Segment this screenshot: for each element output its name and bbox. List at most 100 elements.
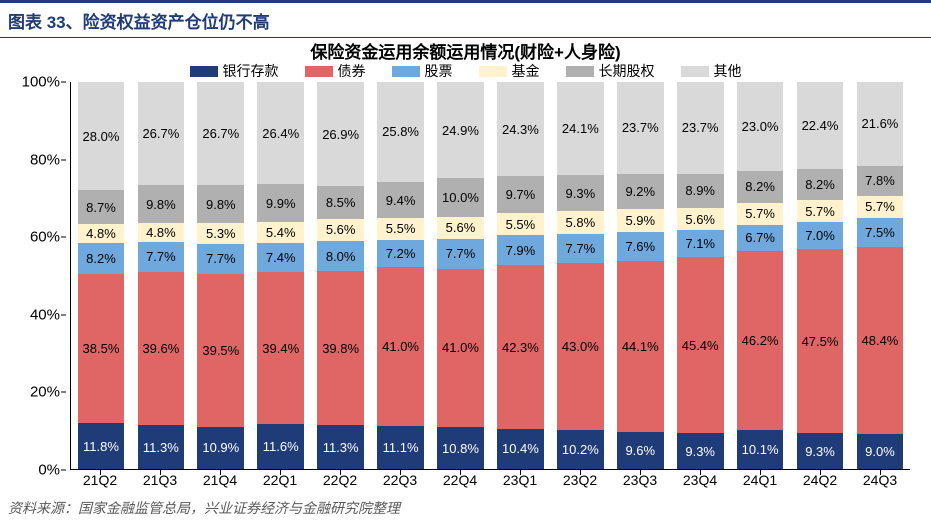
bar-segment: 4.8% (78, 224, 125, 243)
legend-swatch (681, 66, 709, 77)
bar-segment: 43.0% (557, 263, 604, 429)
bar-segment: 9.8% (197, 185, 244, 223)
legend-item: 其他 (681, 61, 742, 81)
bar-segment: 42.3% (497, 265, 544, 429)
x-tick-label: 22Q2 (310, 472, 370, 488)
bar-slot: 9.0%48.4%7.5%5.7%7.8%21.6% (850, 82, 910, 469)
bar-slot: 11.8%38.5%8.2%4.8%8.7%28.0% (71, 82, 131, 469)
bar-segment: 7.4% (257, 243, 304, 272)
bar-segment: 11.6% (257, 424, 304, 469)
bar-segment: 38.5% (78, 274, 125, 423)
stacked-bar: 11.3%39.6%7.7%4.8%9.8%26.7% (138, 82, 185, 469)
bar-segment: 5.5% (497, 213, 544, 234)
x-tick-label: 23Q1 (490, 472, 550, 488)
bar-segment: 26.7% (138, 82, 185, 185)
bar-segment: 41.0% (437, 269, 484, 428)
bar-slot: 9.3%45.4%7.1%5.6%8.9%23.7% (670, 82, 730, 469)
bar-segment: 10.2% (557, 430, 604, 469)
bar-segment: 7.7% (197, 244, 244, 274)
bar-segment: 11.3% (138, 425, 185, 469)
stacked-bar: 11.3%39.8%8.0%5.6%8.5%26.9% (317, 82, 364, 469)
bar-segment: 9.2% (617, 174, 664, 210)
bar-segment: 9.0% (857, 434, 904, 469)
plot-area: 11.8%38.5%8.2%4.8%8.7%28.0%11.3%39.6%7.7… (70, 82, 910, 470)
x-tick-label: 24Q1 (730, 472, 790, 488)
bar-segment: 26.7% (197, 82, 244, 185)
stacked-bar: 9.3%45.4%7.1%5.6%8.9%23.7% (677, 82, 724, 469)
bar-segment: 44.1% (617, 261, 664, 431)
bar-segment: 10.8% (437, 427, 484, 469)
figure-title: 图表 33、险资权益资产仓位仍不高 (8, 8, 270, 33)
legend-label: 基金 (512, 61, 540, 81)
legend-label: 股票 (425, 61, 453, 81)
bar-segment: 5.6% (677, 208, 724, 230)
x-tick-label: 23Q2 (550, 472, 610, 488)
legend-label: 银行存款 (223, 61, 279, 81)
bar-segment: 5.6% (437, 217, 484, 239)
bar-segment: 22.4% (797, 82, 844, 169)
stacked-bar: 10.1%46.2%6.7%5.7%8.2%23.0% (737, 82, 784, 469)
bar-segment: 8.9% (677, 174, 724, 208)
bar-segment: 5.5% (377, 218, 424, 239)
bar-segment: 7.1% (677, 230, 724, 257)
legend-swatch (305, 66, 333, 77)
bar-segment: 7.0% (797, 222, 844, 249)
legend-item: 债券 (305, 61, 366, 81)
bar-segment: 8.2% (78, 243, 125, 275)
y-tick-label: 40% (30, 306, 60, 323)
bar-segment: 9.8% (138, 185, 185, 223)
y-tick-mark (61, 470, 66, 471)
bar-segment: 46.2% (737, 251, 784, 430)
y-tick-mark (61, 82, 66, 83)
legend-item: 银行存款 (190, 61, 279, 81)
stacked-bar: 10.4%42.3%7.9%5.5%9.7%24.3% (497, 82, 544, 469)
bar-slot: 11.6%39.4%7.4%5.4%9.9%26.4% (251, 82, 311, 469)
bar-segment: 7.9% (497, 235, 544, 266)
bar-segment: 8.5% (317, 186, 364, 219)
x-tick-label: 21Q2 (70, 472, 130, 488)
bar-segment: 41.0% (377, 267, 424, 426)
legend-label: 债券 (338, 61, 366, 81)
bar-segment: 9.6% (617, 432, 664, 469)
x-tick-label: 22Q3 (370, 472, 430, 488)
bar-segment: 24.1% (557, 82, 604, 175)
bar-segment: 39.6% (138, 272, 185, 425)
stacked-bar: 9.6%44.1%7.6%5.9%9.2%23.7% (617, 82, 664, 469)
x-tick-label: 23Q4 (670, 472, 730, 488)
bar-segment: 5.3% (197, 223, 244, 244)
stacked-bar: 9.0%48.4%7.5%5.7%7.8%21.6% (857, 82, 904, 469)
bar-segment: 7.2% (377, 240, 424, 268)
legend-swatch (479, 66, 507, 77)
x-tick-label: 24Q2 (790, 472, 850, 488)
bar-segment: 9.3% (797, 433, 844, 469)
bar-slot: 9.6%44.1%7.6%5.9%9.2%23.7% (610, 82, 670, 469)
bar-segment: 10.0% (437, 178, 484, 217)
bar-segment: 45.4% (677, 257, 724, 433)
bar-segment: 5.7% (797, 200, 844, 222)
x-axis: 21Q221Q321Q422Q122Q222Q322Q423Q123Q223Q3… (70, 472, 910, 488)
bar-segment: 7.8% (857, 166, 904, 196)
stacked-bar: 9.3%47.5%7.0%5.7%8.2%22.4% (797, 82, 844, 469)
bar-segment: 8.2% (797, 169, 844, 201)
stacked-bar: 11.6%39.4%7.4%5.4%9.9%26.4% (257, 82, 304, 469)
bar-segment: 39.4% (257, 272, 304, 424)
bar-segment: 9.4% (377, 182, 424, 218)
bar-segment: 28.0% (78, 82, 125, 190)
stacked-bar: 10.8%41.0%7.7%5.6%10.0%24.9% (437, 82, 484, 469)
bar-segment: 10.9% (197, 427, 244, 469)
bar-segment: 26.4% (257, 82, 304, 184)
legend-item: 股票 (392, 61, 453, 81)
bar-segment: 10.1% (737, 430, 784, 469)
bar-segment: 39.5% (197, 274, 244, 427)
x-tick-label: 23Q3 (610, 472, 670, 488)
bar-segment: 39.8% (317, 271, 364, 425)
bar-segment: 9.3% (677, 433, 724, 469)
bar-segment: 47.5% (797, 249, 844, 433)
stacked-bar: 10.2%43.0%7.7%5.8%9.3%24.1% (557, 82, 604, 469)
bar-segment: 21.6% (857, 82, 904, 166)
y-tick-label: 80% (30, 151, 60, 168)
bar-segment: 23.7% (617, 82, 664, 174)
x-tick-label: 21Q3 (130, 472, 190, 488)
bar-slot: 11.3%39.6%7.7%4.8%9.8%26.7% (131, 82, 191, 469)
y-tick-label: 0% (38, 462, 60, 479)
